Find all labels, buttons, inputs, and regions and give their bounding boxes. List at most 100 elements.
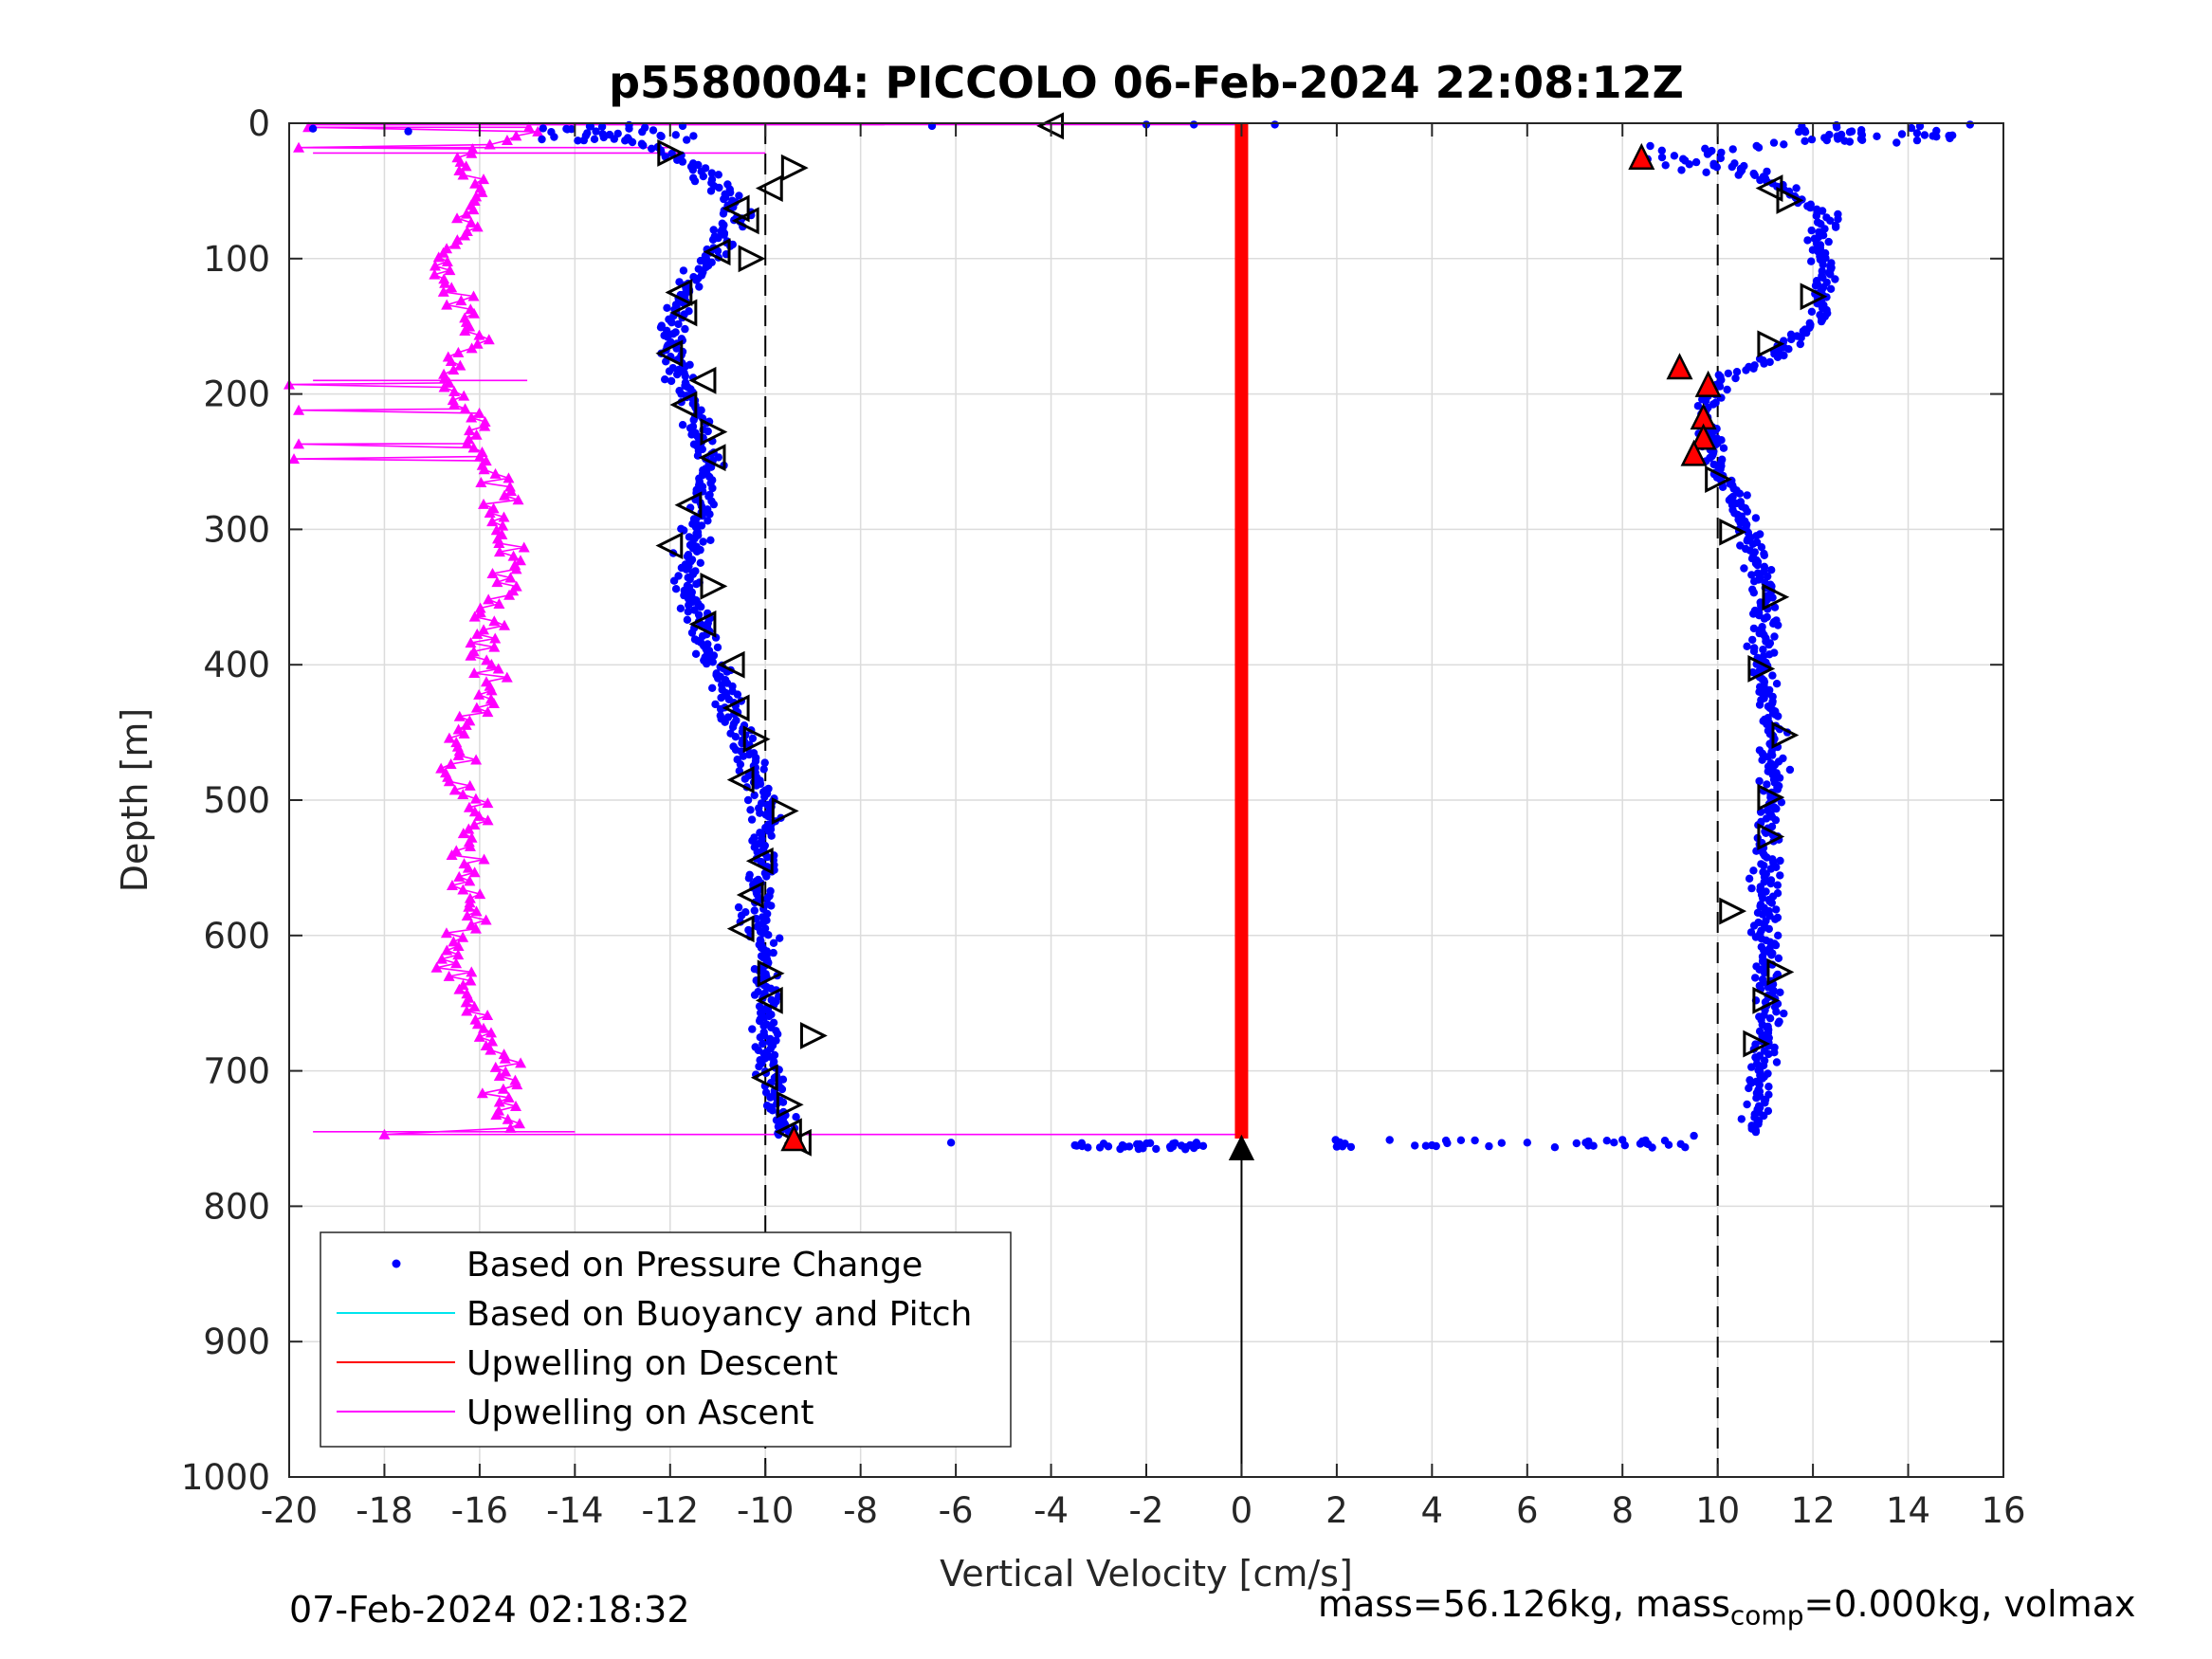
pressure-change-point: [682, 565, 691, 574]
ascent-marker: [468, 611, 481, 622]
pressure-change-point: [1764, 753, 1773, 761]
descent-upwelling-bar: [1234, 123, 1249, 1139]
y-tick-label: 800: [203, 1186, 270, 1227]
ascent-marker: [437, 285, 449, 297]
ascent-marker: [510, 130, 522, 141]
ascent-marker: [468, 866, 481, 878]
pressure-change-point: [713, 643, 722, 652]
pressure-change-point: [1770, 632, 1779, 641]
ascent-marker: [473, 1030, 485, 1042]
pressure-change-point: [1768, 671, 1777, 680]
ascent-marker: [461, 1005, 473, 1016]
pressure-change-point: [1754, 1120, 1763, 1128]
pressure-change-point: [656, 323, 666, 332]
chart-title: p5580004: PICCOLO 06-Feb-2024 22:08:12Z: [609, 57, 1684, 108]
ascent-marker: [497, 520, 509, 531]
pressure-change-point: [1443, 1139, 1452, 1148]
left-triangle-marker: [745, 847, 774, 875]
ascent-marker: [478, 624, 490, 635]
pressure-change-point: [777, 1085, 787, 1094]
pressure-change-point: [1773, 881, 1782, 889]
ascent-marker: [485, 658, 498, 669]
pressure-change-point: [1749, 866, 1758, 875]
x-tick-label: 4: [1421, 1490, 1444, 1531]
ascent-marker: [461, 909, 473, 921]
x-tick-label: -2: [1129, 1490, 1164, 1531]
pressure-change-point: [649, 126, 658, 135]
ascent-marker: [443, 970, 455, 981]
pressure-change-point: [1742, 366, 1750, 374]
pressure-change-point: [1730, 159, 1739, 168]
ascent-marker: [474, 888, 486, 900]
pressure-change-point: [1784, 345, 1793, 354]
pressure-change-point: [709, 500, 718, 509]
pressure-change-point: [716, 704, 725, 714]
pressure-change-point: [1797, 334, 1805, 342]
pressure-change-point: [1610, 1139, 1618, 1147]
ascent-marker: [441, 255, 453, 266]
left-triangle-marker: [669, 299, 698, 327]
pressure-change-point: [1785, 765, 1795, 775]
left-triangle-marker: [674, 491, 703, 520]
ascent-marker: [464, 875, 476, 886]
pressure-change-point: [1801, 126, 1809, 136]
pressure-change-point: [1589, 1141, 1598, 1150]
pressure-change-point: [709, 226, 718, 234]
ascent-marker: [458, 728, 470, 739]
ascent-marker: [445, 356, 457, 367]
pressure-change-point: [1751, 974, 1760, 982]
ascent-marker: [471, 337, 484, 349]
right-triangle-marker: [799, 1022, 828, 1049]
pressure-change-point: [1421, 1141, 1431, 1150]
ascent-marker: [450, 957, 463, 969]
ascent-marker: [493, 546, 505, 557]
pressure-change-point: [792, 1113, 800, 1121]
pressure-change-point: [1761, 1099, 1769, 1107]
legend-label: Based on Buoyancy and Pitch: [466, 1295, 972, 1334]
ascent-marker: [460, 996, 472, 1008]
pressure-change-point: [1946, 134, 1954, 143]
ascent-marker: [473, 450, 485, 462]
y-tick-label: 600: [203, 916, 270, 957]
pressure-change-point: [698, 631, 707, 641]
pressure-change-point: [1763, 167, 1771, 176]
pressure-change-point: [1755, 701, 1764, 709]
pressure-change-point: [764, 931, 773, 939]
pressure-change-point: [1932, 126, 1941, 136]
pressure-change-point: [708, 684, 717, 692]
ascent-marker: [452, 346, 465, 357]
ascent-marker: [500, 1066, 512, 1077]
pressure-change-point: [719, 210, 728, 218]
pressure-change-point: [1802, 328, 1811, 337]
pressure-change-point: [1749, 624, 1759, 633]
pressure-change-point: [1745, 1084, 1753, 1093]
pressure-change-point: [731, 733, 740, 741]
x-tick-label: -12: [642, 1490, 699, 1531]
pressure-change-point: [692, 276, 701, 284]
legend: Based on Pressure Change Based on Buoyanc…: [320, 1231, 1012, 1448]
ascent-marker: [515, 1057, 527, 1068]
right-triangle-marker: [757, 959, 785, 988]
pressure-change-point: [686, 574, 694, 584]
ascent-marker: [498, 511, 510, 522]
pressure-change-point: [681, 372, 689, 380]
ascent-marker: [460, 719, 472, 730]
pressure-change-point: [692, 579, 701, 589]
ascent-marker: [522, 121, 535, 133]
ascent-marker: [468, 1000, 481, 1012]
pressure-change-point: [579, 136, 588, 145]
pressure-change-point: [713, 246, 722, 255]
ascent-marker: [465, 975, 477, 986]
pressure-change-point: [583, 129, 592, 137]
pressure-change-point: [1758, 756, 1766, 764]
pressure-change-point: [1965, 120, 1974, 129]
pressure-change-point: [760, 758, 769, 767]
pressure-change-point: [715, 183, 723, 192]
pressure-change-point: [1271, 120, 1279, 129]
left-triangle-marker: [688, 610, 717, 638]
pressure-change-point: [1771, 940, 1781, 950]
ascent-marker: [483, 334, 495, 345]
ascent-marker: [481, 654, 493, 665]
pressure-change-point: [694, 160, 703, 170]
pressure-change-point: [538, 135, 546, 144]
